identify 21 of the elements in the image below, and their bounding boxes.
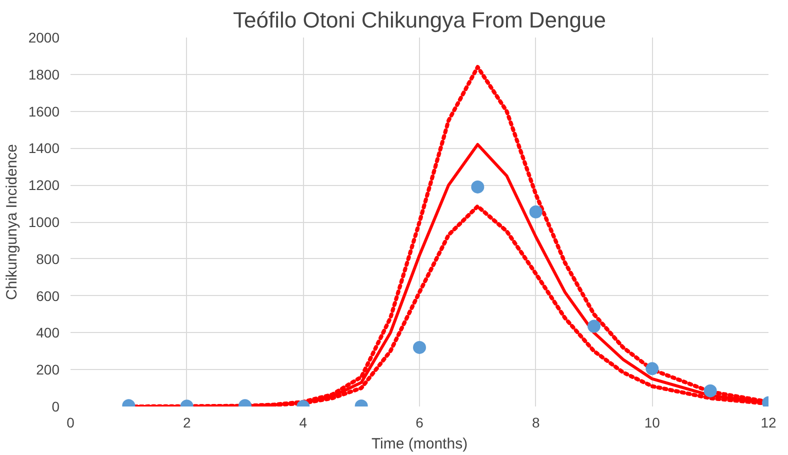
x-tick-label: 4 xyxy=(299,414,308,430)
x-tick-label: 2 xyxy=(182,414,191,430)
y-tick-label: 200 xyxy=(36,362,60,378)
x-axis-title: Time (months) xyxy=(371,436,468,452)
y-tick-label: 1400 xyxy=(28,140,60,156)
x-tick-label: 0 xyxy=(66,414,75,430)
x-tick-label: 12 xyxy=(760,414,776,430)
x-tick-label: 8 xyxy=(532,414,540,430)
y-tick-label: 1600 xyxy=(28,103,60,120)
chart-title: Teófilo Otoni Chikungya From Dengue xyxy=(233,8,606,32)
y-tick-label: 1800 xyxy=(28,66,60,82)
y-tick-label: 400 xyxy=(36,324,60,341)
x-tick-label: 6 xyxy=(416,414,424,430)
y-tick-label: 600 xyxy=(36,288,60,304)
y-tick-label: 2000 xyxy=(28,30,60,46)
y-axis-title: Chikungunya Incidence xyxy=(3,144,20,300)
y-tick-label: 800 xyxy=(36,250,60,267)
x-tick-label: 10 xyxy=(644,414,660,430)
y-tick-label: 1000 xyxy=(28,214,60,230)
y-tick-label: 0 xyxy=(52,398,60,414)
y-tick-label: 1200 xyxy=(28,177,60,194)
